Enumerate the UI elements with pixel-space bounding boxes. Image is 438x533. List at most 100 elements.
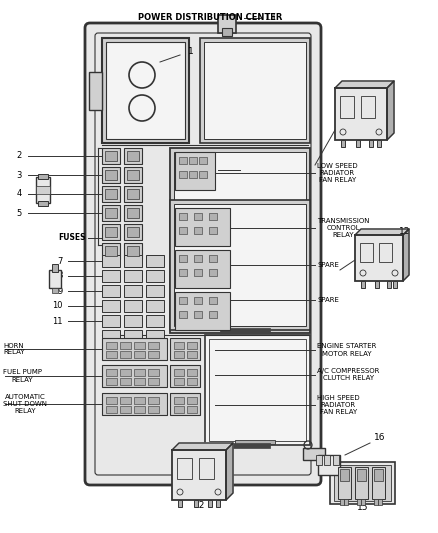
Bar xyxy=(102,338,167,360)
Text: FUSES: FUSES xyxy=(58,233,86,243)
Bar xyxy=(361,499,365,505)
Text: 9: 9 xyxy=(58,287,63,295)
Bar xyxy=(235,440,275,444)
Bar xyxy=(178,500,182,507)
Bar xyxy=(356,140,360,147)
Bar xyxy=(106,351,117,358)
Bar xyxy=(338,467,351,499)
Bar xyxy=(120,351,131,358)
Text: FUEL PUMP
RELAY: FUEL PUMP RELAY xyxy=(3,369,42,383)
Bar xyxy=(360,243,373,262)
Bar xyxy=(49,270,61,288)
Bar xyxy=(120,369,131,376)
Bar xyxy=(187,369,197,376)
Bar xyxy=(174,397,184,404)
Bar xyxy=(124,167,142,183)
Bar xyxy=(199,157,207,164)
Bar xyxy=(105,189,117,199)
Bar xyxy=(36,177,50,203)
Bar xyxy=(120,342,131,349)
Bar xyxy=(209,297,217,304)
Bar xyxy=(124,243,142,259)
Bar xyxy=(179,311,187,318)
Bar xyxy=(374,499,378,505)
Bar xyxy=(102,38,189,143)
Bar xyxy=(174,406,184,413)
Bar xyxy=(340,96,354,118)
Bar xyxy=(102,148,120,164)
Bar xyxy=(209,213,217,220)
Bar xyxy=(148,378,159,385)
Bar xyxy=(106,378,117,385)
Text: HIGH SPEED
RADIATOR
FAN RELAY: HIGH SPEED RADIATOR FAN RELAY xyxy=(317,395,360,415)
Text: 11: 11 xyxy=(53,317,63,326)
Bar xyxy=(89,72,102,110)
Bar xyxy=(344,499,348,505)
Bar xyxy=(179,297,187,304)
Bar xyxy=(387,281,391,288)
Text: TRANSMISSION
CONTROL
RELAY: TRANSMISSION CONTROL RELAY xyxy=(317,218,370,238)
Bar xyxy=(340,499,344,505)
Bar xyxy=(106,369,117,376)
Bar xyxy=(148,369,159,376)
Bar xyxy=(179,213,187,220)
Text: 2: 2 xyxy=(17,151,22,160)
Bar xyxy=(209,227,217,234)
Text: ENGINE STARTER
MOTOR RELAY: ENGINE STARTER MOTOR RELAY xyxy=(317,343,376,357)
Bar xyxy=(194,297,202,304)
Polygon shape xyxy=(355,229,409,235)
Bar xyxy=(374,469,383,481)
Bar xyxy=(375,281,379,288)
Bar xyxy=(146,285,164,297)
Bar xyxy=(355,467,368,499)
Text: 13: 13 xyxy=(265,13,276,22)
Bar xyxy=(170,200,310,330)
Bar xyxy=(175,152,215,190)
Bar xyxy=(127,208,139,218)
FancyBboxPatch shape xyxy=(85,23,321,485)
Bar xyxy=(127,170,139,180)
Text: 5: 5 xyxy=(17,208,22,217)
Bar xyxy=(52,264,58,272)
Bar xyxy=(324,455,330,465)
Bar xyxy=(187,406,197,413)
Bar xyxy=(393,281,397,288)
Bar xyxy=(187,378,197,385)
Bar xyxy=(124,300,142,312)
Bar xyxy=(124,224,142,240)
Bar xyxy=(102,300,120,312)
Bar xyxy=(357,499,361,505)
Bar xyxy=(124,186,142,202)
Text: HORN
RELAY: HORN RELAY xyxy=(3,343,25,356)
Bar xyxy=(102,365,167,387)
Text: 8: 8 xyxy=(58,271,63,280)
Text: POWER DISTRIBUTION CENTER: POWER DISTRIBUTION CENTER xyxy=(138,12,282,21)
Bar xyxy=(174,152,306,329)
Bar xyxy=(194,255,202,262)
Bar xyxy=(148,397,159,404)
Bar xyxy=(209,269,217,276)
Bar xyxy=(124,330,142,342)
Bar xyxy=(175,292,230,330)
Bar xyxy=(330,462,395,504)
Bar xyxy=(369,140,373,147)
Bar xyxy=(105,246,117,256)
Bar xyxy=(124,205,142,221)
Bar xyxy=(106,406,117,413)
Bar xyxy=(372,467,385,499)
Text: 4: 4 xyxy=(17,190,22,198)
Bar xyxy=(102,330,120,342)
Bar xyxy=(102,393,167,415)
Bar xyxy=(105,170,117,180)
Bar xyxy=(179,227,187,234)
Bar xyxy=(209,339,306,441)
Bar xyxy=(148,406,159,413)
Polygon shape xyxy=(403,229,409,281)
Text: 16: 16 xyxy=(374,433,386,442)
Bar xyxy=(378,499,382,505)
Bar xyxy=(127,227,139,237)
Text: AUTOMATIC
SHUT DOWN
RELAY: AUTOMATIC SHUT DOWN RELAY xyxy=(3,394,47,414)
Bar xyxy=(194,311,202,318)
Bar xyxy=(222,28,232,36)
Bar xyxy=(127,246,139,256)
